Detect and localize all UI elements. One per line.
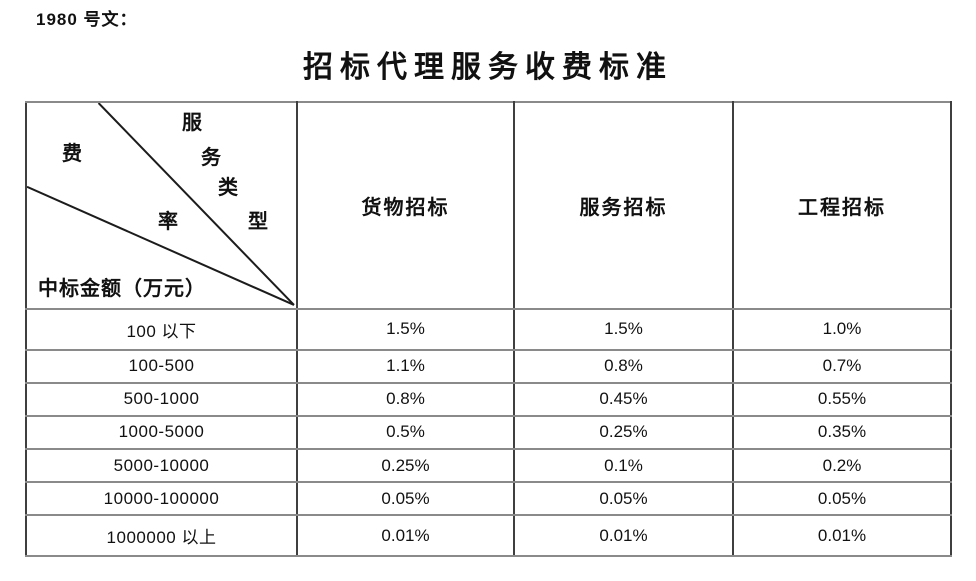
- table-row: 100 以下 1.5% 1.5% 1.0%: [25, 308, 952, 351]
- corner-service-type-char: 型: [248, 211, 268, 233]
- row-range-cell: 100 以下: [25, 308, 298, 351]
- rate-cell: 0.25%: [513, 414, 734, 451]
- rate-cell: 0.8%: [296, 381, 515, 417]
- corner-service-type-char: 服: [182, 112, 202, 134]
- corner-service-type-char: 务: [201, 147, 221, 169]
- table-corner-cell: 服 务 类 型 费 率 中标金额（万元）: [25, 101, 298, 310]
- rate-cell: 0.8%: [513, 348, 734, 384]
- column-header-goods: 货物招标: [296, 101, 515, 310]
- rate-cell: 0.01%: [732, 514, 952, 557]
- table-row: 5000-10000 0.25% 0.1% 0.2%: [25, 448, 952, 484]
- rate-cell: 1.0%: [732, 308, 952, 351]
- table-row: 500-1000 0.8% 0.45% 0.55%: [25, 381, 952, 417]
- rate-cell: 0.7%: [732, 348, 952, 384]
- table-row: 100-500 1.1% 0.8% 0.7%: [25, 348, 952, 384]
- row-range-cell: 10000-100000: [25, 481, 298, 517]
- rate-cell: 1.5%: [296, 308, 515, 351]
- rate-cell: 0.05%: [513, 481, 734, 517]
- doc-number-label: 1980 号文：: [36, 10, 138, 29]
- rate-cell: 0.25%: [296, 448, 515, 484]
- table-row: 10000-100000 0.05% 0.05% 0.05%: [25, 481, 952, 517]
- table-header-row: 服 务 类 型 费 率 中标金额（万元） 货物招标 服务招标 工程招标: [25, 101, 952, 310]
- rate-cell: 0.55%: [732, 381, 952, 417]
- page-title: 招标代理服务收费标准: [303, 51, 673, 84]
- row-range-cell: 1000-5000: [25, 414, 298, 451]
- rate-cell: 0.1%: [513, 448, 734, 484]
- row-range-cell: 100-500: [25, 348, 298, 384]
- rate-cell: 0.01%: [513, 514, 734, 557]
- corner-service-type-char: 类: [218, 177, 238, 199]
- rate-cell: 0.5%: [296, 414, 515, 451]
- rate-cell: 0.35%: [732, 414, 952, 451]
- rate-cell: 0.05%: [296, 481, 515, 517]
- diagonal-divider-lines: [27, 103, 295, 306]
- table-row: 1000-5000 0.5% 0.25% 0.35%: [25, 414, 952, 451]
- column-header-service: 服务招标: [513, 101, 734, 310]
- table-row: 1000000 以上 0.01% 0.01% 0.01%: [25, 514, 952, 557]
- rate-cell: 1.5%: [513, 308, 734, 351]
- corner-fee-rate-char: 费: [62, 143, 82, 165]
- row-range-cell: 1000000 以上: [25, 514, 298, 557]
- rate-cell: 0.2%: [732, 448, 952, 484]
- row-range-cell: 5000-10000: [25, 448, 298, 484]
- rate-cell: 0.01%: [296, 514, 515, 557]
- fee-table: 服 务 类 型 费 率 中标金额（万元） 货物招标 服务招标 工程招标 100 …: [25, 101, 952, 557]
- rate-cell: 0.45%: [513, 381, 734, 417]
- rate-cell: 1.1%: [296, 348, 515, 384]
- corner-fee-rate-char: 率: [158, 211, 178, 233]
- row-range-cell: 500-1000: [25, 381, 298, 417]
- rate-cell: 0.05%: [732, 481, 952, 517]
- column-header-works: 工程招标: [732, 101, 952, 310]
- corner-row-axis-label: 中标金额（万元）: [38, 278, 206, 300]
